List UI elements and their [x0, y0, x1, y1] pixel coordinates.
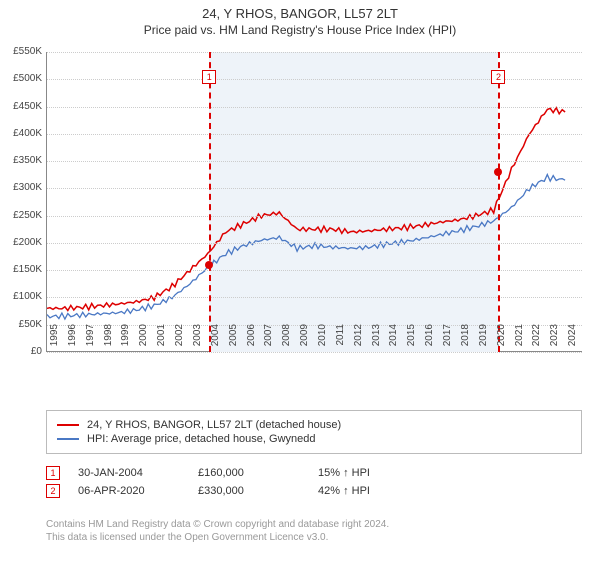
legend-item: HPI: Average price, detached house, Gwyn… [57, 433, 571, 445]
legend-swatch [57, 424, 79, 426]
y-tick-label: £300K [0, 182, 42, 193]
x-tick-label: 2015 [406, 324, 417, 354]
legend-box: 24, Y RHOS, BANGOR, LL57 2LT (detached h… [46, 410, 582, 454]
x-tick-label: 2016 [424, 324, 435, 354]
x-tick-label: 2013 [371, 324, 382, 354]
x-tick-label: 2017 [442, 324, 453, 354]
legend-swatch [57, 438, 79, 440]
event-row: 2 06-APR-2020 £330,000 42% ↑ HPI [46, 484, 582, 498]
x-tick-label: 2005 [228, 324, 239, 354]
x-tick-label: 2022 [531, 324, 542, 354]
x-tick-label: 1995 [49, 324, 60, 354]
gridline [47, 297, 582, 298]
x-tick-label: 2001 [156, 324, 167, 354]
event-date: 30-JAN-2004 [78, 467, 198, 479]
x-tick-label: 2008 [281, 324, 292, 354]
legend-label: 24, Y RHOS, BANGOR, LL57 2LT (detached h… [87, 419, 341, 431]
x-tick-label: 2023 [549, 324, 560, 354]
gridline [47, 270, 582, 271]
gridline [47, 161, 582, 162]
event-marker-box: 1 [202, 70, 216, 84]
y-tick-label: £200K [0, 237, 42, 248]
gridline [47, 216, 582, 217]
plot-region: 12 [46, 52, 582, 352]
chart-subtitle: Price paid vs. HM Land Registry's House … [0, 23, 600, 37]
y-tick-label: £250K [0, 210, 42, 221]
x-tick-label: 2024 [567, 324, 578, 354]
x-tick-label: 2002 [174, 324, 185, 354]
x-tick-label: 2012 [353, 324, 364, 354]
x-tick-label: 2003 [192, 324, 203, 354]
y-tick-label: £150K [0, 264, 42, 275]
x-tick-label: 2020 [496, 324, 507, 354]
gridline [47, 188, 582, 189]
event-pct: 42% ↑ HPI [318, 485, 438, 497]
events-table: 1 30-JAN-2004 £160,000 15% ↑ HPI 2 06-AP… [46, 462, 582, 502]
event-pct: 15% ↑ HPI [318, 467, 438, 479]
x-tick-label: 2014 [388, 324, 399, 354]
footer-line: This data is licensed under the Open Gov… [46, 531, 582, 544]
y-tick-label: £450K [0, 101, 42, 112]
legend-label: HPI: Average price, detached house, Gwyn… [87, 433, 316, 445]
gridline [47, 243, 582, 244]
event-price: £160,000 [198, 467, 318, 479]
gridline [47, 134, 582, 135]
x-tick-label: 1998 [103, 324, 114, 354]
legend-item: 24, Y RHOS, BANGOR, LL57 2LT (detached h… [57, 419, 571, 431]
event-price: £330,000 [198, 485, 318, 497]
x-tick-label: 2011 [335, 324, 346, 354]
y-tick-label: £0 [0, 346, 42, 357]
footer-line: Contains HM Land Registry data © Crown c… [46, 518, 582, 531]
x-tick-label: 1999 [120, 324, 131, 354]
event-dashline [498, 52, 500, 352]
event-dashline [209, 52, 211, 352]
x-tick-label: 2004 [210, 324, 221, 354]
footer-text: Contains HM Land Registry data © Crown c… [46, 518, 582, 544]
x-tick-label: 2007 [263, 324, 274, 354]
x-tick-label: 2018 [460, 324, 471, 354]
y-tick-label: £50K [0, 319, 42, 330]
x-tick-label: 2009 [299, 324, 310, 354]
x-tick-label: 2000 [138, 324, 149, 354]
y-tick-label: £550K [0, 46, 42, 57]
gridline [47, 52, 582, 53]
x-tick-label: 1997 [85, 324, 96, 354]
x-tick-label: 2010 [317, 324, 328, 354]
x-tick-label: 2019 [478, 324, 489, 354]
event-marker-icon: 2 [46, 484, 60, 498]
x-tick-label: 2021 [514, 324, 525, 354]
x-tick-label: 2006 [246, 324, 257, 354]
y-tick-label: £500K [0, 73, 42, 84]
price-point-icon [205, 261, 213, 269]
event-row: 1 30-JAN-2004 £160,000 15% ↑ HPI [46, 466, 582, 480]
series-line [47, 108, 565, 311]
event-marker-icon: 1 [46, 466, 60, 480]
y-tick-label: £350K [0, 155, 42, 166]
event-marker-box: 2 [491, 70, 505, 84]
y-tick-label: £100K [0, 291, 42, 302]
line-series-svg [47, 52, 583, 352]
chart-title: 24, Y RHOS, BANGOR, LL57 2LT [0, 6, 600, 21]
gridline [47, 107, 582, 108]
chart-area: 12 £0£50K£100K£150K£200K£250K£300K£350K£… [46, 52, 582, 382]
y-tick-label: £400K [0, 128, 42, 139]
x-tick-label: 1996 [67, 324, 78, 354]
event-date: 06-APR-2020 [78, 485, 198, 497]
